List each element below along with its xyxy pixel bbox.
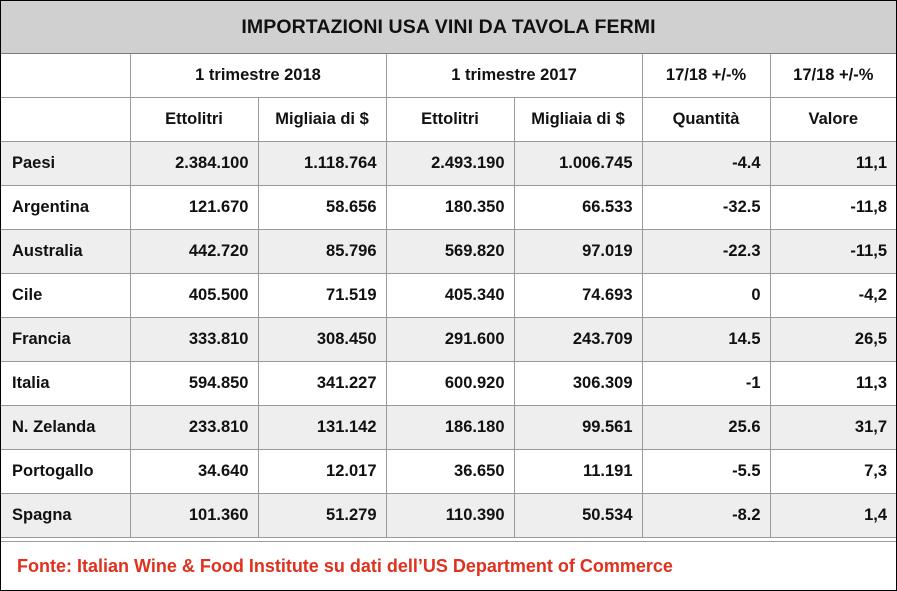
table-cell: -4.4 [641,141,771,186]
table-cell: -5.5 [641,449,771,494]
table-cell: -11,8 [769,185,897,230]
table-title: IMPORTAZIONI USA VINI DA TAVOLA FERMI [1,1,896,54]
table-cell: 0 [641,273,771,318]
table-cell: 186.180 [385,405,515,450]
table-cell: 1,4 [769,493,897,538]
row-label: Argentina [1,185,131,230]
column-header: Migliaia di $ [257,97,387,142]
period-header: 17/18 +/-% [641,54,771,98]
table-cell: 26,5 [769,317,897,362]
row-label: N. Zelanda [1,405,131,450]
table-cell: 2.493.190 [385,141,515,186]
table-cell: 1.006.745 [513,141,643,186]
row-label: Australia [1,229,131,274]
row-label: Spagna [1,493,131,538]
table-cell: 131.142 [257,405,387,450]
row-label: Paesi [1,141,131,186]
table-cell: 2.384.100 [129,141,259,186]
table-cell: 333.810 [129,317,259,362]
column-header: Migliaia di $ [513,97,643,142]
table-cell: 180.350 [385,185,515,230]
table-row: Portogallo 34.640 12.017 36.650 11.191 -5.5 7,… [1,449,897,494]
table-cell: 233.810 [129,405,259,450]
table-cell: 99.561 [513,405,643,450]
row-label: Francia [1,317,131,362]
table-cell: 50.534 [513,493,643,538]
table-cell: -11,5 [769,229,897,274]
source-note: Fonte: Italian Wine & Food Institute su … [1,541,896,590]
table-row: Italia 594.850 341.227 600.920 306.309 -1 11,3 [1,361,897,406]
period-header: 1 trimestre 2017 [385,54,643,98]
table-row: Francia 333.810 308.450 291.600 243.709 14.5 2… [1,317,897,362]
table-cell: 25.6 [641,405,771,450]
row-label: Italia [1,361,131,406]
period-header-row: 1 trimestre 2018 1 trimestre 2017 17/18 … [1,54,897,98]
table-row: Argentina 121.670 58.656 180.350 66.533 -32.5… [1,185,897,230]
table-cell: 594.850 [129,361,259,406]
table-cell: 11,1 [769,141,897,186]
table-cell: 97.019 [513,229,643,274]
table-cell: -1 [641,361,771,406]
table-cell: 66.533 [513,185,643,230]
table-cell: 243.709 [513,317,643,362]
table-cell: 36.650 [385,449,515,494]
column-header: Quantità [641,97,771,142]
table-cell: 31,7 [769,405,897,450]
table-cell: -8.2 [641,493,771,538]
column-header-row: Ettolitri Migliaia di $ Ettolitri Miglia… [1,97,897,142]
table-cell: 308.450 [257,317,387,362]
table-cell: 306.309 [513,361,643,406]
table-cell: 569.820 [385,229,515,274]
table-cell: 71.519 [257,273,387,318]
table-cell: 7,3 [769,449,897,494]
table-row: Australia 442.720 85.796 569.820 97.019 -22.3… [1,229,897,274]
row-label: Portogallo [1,449,131,494]
table-cell: 341.227 [257,361,387,406]
data-table: 1 trimestre 2018 1 trimestre 2017 17/18 … [1,54,897,538]
table-cell: 442.720 [129,229,259,274]
table-body: Paesi 2.384.100 1.118.764 2.493.190 1.006.74… [1,141,897,538]
table-row: Spagna 101.360 51.279 110.390 50.534 -8.2 1,4 [1,493,897,538]
table-cell: 121.670 [129,185,259,230]
table-cell: 11.191 [513,449,643,494]
table-cell: -4,2 [769,273,897,318]
table-cell: 11,3 [769,361,897,406]
table-cell: 600.920 [385,361,515,406]
table-cell: -22.3 [641,229,771,274]
table-row: N. Zelanda 233.810 131.142 186.180 99.561 25.… [1,405,897,450]
row-label: Cile [1,273,131,318]
table-row: Cile 405.500 71.519 405.340 74.693 0 -4,2 [1,273,897,318]
corner-cell [1,97,131,142]
table-cell: 405.340 [385,273,515,318]
period-header: 17/18 +/-% [769,54,897,98]
table-cell: 110.390 [385,493,515,538]
table-cell: 12.017 [257,449,387,494]
table-cell: 85.796 [257,229,387,274]
column-header: Valore [769,97,897,142]
column-header: Ettolitri [385,97,515,142]
table-cell: 34.640 [129,449,259,494]
table-cell: 14.5 [641,317,771,362]
table-cell: 1.118.764 [257,141,387,186]
table-cell: 74.693 [513,273,643,318]
table-cell: 405.500 [129,273,259,318]
table-cell: 58.656 [257,185,387,230]
table-cell: 101.360 [129,493,259,538]
corner-cell [1,54,131,98]
table-cell: 291.600 [385,317,515,362]
table-row: Paesi 2.384.100 1.118.764 2.493.190 1.006.74… [1,141,897,186]
column-header: Ettolitri [129,97,259,142]
table-cell: -32.5 [641,185,771,230]
table-cell: 51.279 [257,493,387,538]
period-header: 1 trimestre 2018 [129,54,387,98]
